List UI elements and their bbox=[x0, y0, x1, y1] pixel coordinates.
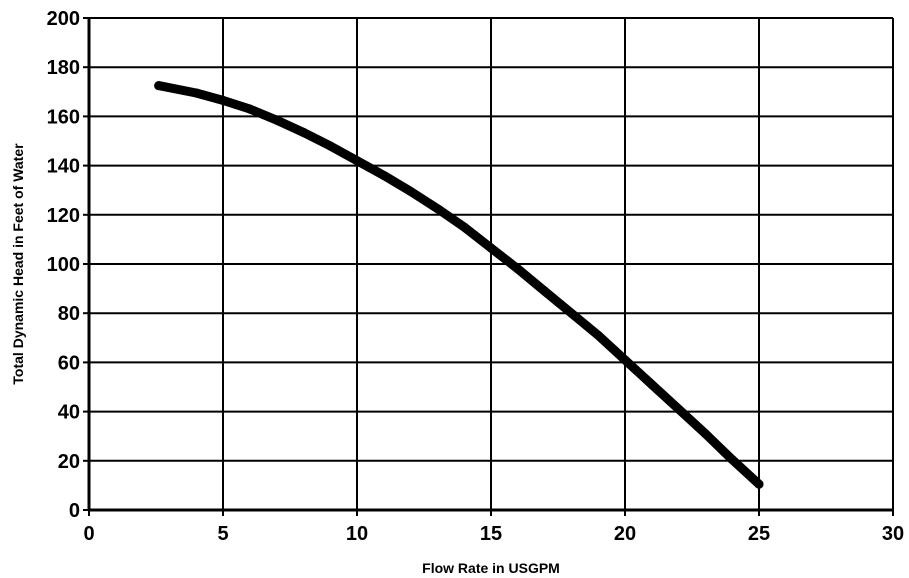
x-tick-labels: 0 5 10 15 20 25 30 bbox=[83, 523, 904, 545]
series-0-point-8 bbox=[379, 170, 389, 180]
y-axis-title: Total Dynamic Head in Feet of Water bbox=[10, 143, 26, 385]
series-0-point-21 bbox=[727, 455, 737, 465]
series-0-point-0 bbox=[154, 81, 164, 91]
x-tick-label-20: 20 bbox=[614, 523, 636, 545]
series-0-point-17 bbox=[620, 355, 630, 365]
y-tick-label-80: 80 bbox=[58, 303, 80, 325]
x-tick-label-25: 25 bbox=[748, 523, 770, 545]
series-layer bbox=[154, 81, 764, 489]
axes bbox=[83, 17, 894, 516]
x-tick-label-0: 0 bbox=[83, 523, 94, 545]
series-0-point-13 bbox=[513, 264, 523, 274]
y-tick-label-40: 40 bbox=[58, 402, 80, 424]
y-tick-label-120: 120 bbox=[47, 205, 80, 227]
y-tick-label-100: 100 bbox=[47, 254, 80, 276]
x-tick-label-30: 30 bbox=[882, 523, 904, 545]
y-tick-label-180: 180 bbox=[47, 57, 80, 79]
y-tick-label-0: 0 bbox=[69, 500, 80, 522]
series-0-point-12 bbox=[486, 243, 496, 253]
series-0-point-16 bbox=[593, 330, 603, 340]
y-tick-labels: 0 20 40 60 80 100 120 140 160 180 200 bbox=[47, 8, 80, 522]
series-0-point-14 bbox=[540, 286, 550, 296]
x-axis-title: Flow Rate in USGPM bbox=[422, 560, 560, 576]
y-tick-label-160: 160 bbox=[47, 106, 80, 128]
series-line-0 bbox=[154, 81, 764, 489]
series-0-point-11 bbox=[459, 222, 469, 232]
series-0-point-19 bbox=[674, 404, 684, 414]
series-0-point-1 bbox=[191, 88, 201, 98]
y-tick-label-200: 200 bbox=[47, 8, 80, 30]
series-0-point-10 bbox=[432, 204, 442, 214]
series-0-point-15 bbox=[566, 308, 576, 318]
series-0-point-22 bbox=[754, 479, 764, 489]
series-0-point-4 bbox=[272, 115, 282, 125]
series-0-point-3 bbox=[245, 104, 255, 114]
x-tick-label-10: 10 bbox=[346, 523, 368, 545]
y-tick-label-60: 60 bbox=[58, 352, 80, 374]
x-tick-label-15: 15 bbox=[480, 523, 502, 545]
series-0-point-2 bbox=[218, 95, 228, 105]
series-0-point-6 bbox=[325, 141, 335, 151]
series-0-point-18 bbox=[647, 380, 657, 390]
series-0-point-20 bbox=[700, 429, 710, 439]
series-0-point-9 bbox=[406, 186, 416, 196]
y-tick-label-140: 140 bbox=[47, 156, 80, 178]
series-0-point-5 bbox=[298, 127, 308, 137]
grid-lines bbox=[89, 17, 894, 510]
series-0-point-7 bbox=[352, 156, 362, 166]
y-tick-label-20: 20 bbox=[58, 451, 80, 473]
x-tick-label-5: 5 bbox=[217, 523, 228, 545]
